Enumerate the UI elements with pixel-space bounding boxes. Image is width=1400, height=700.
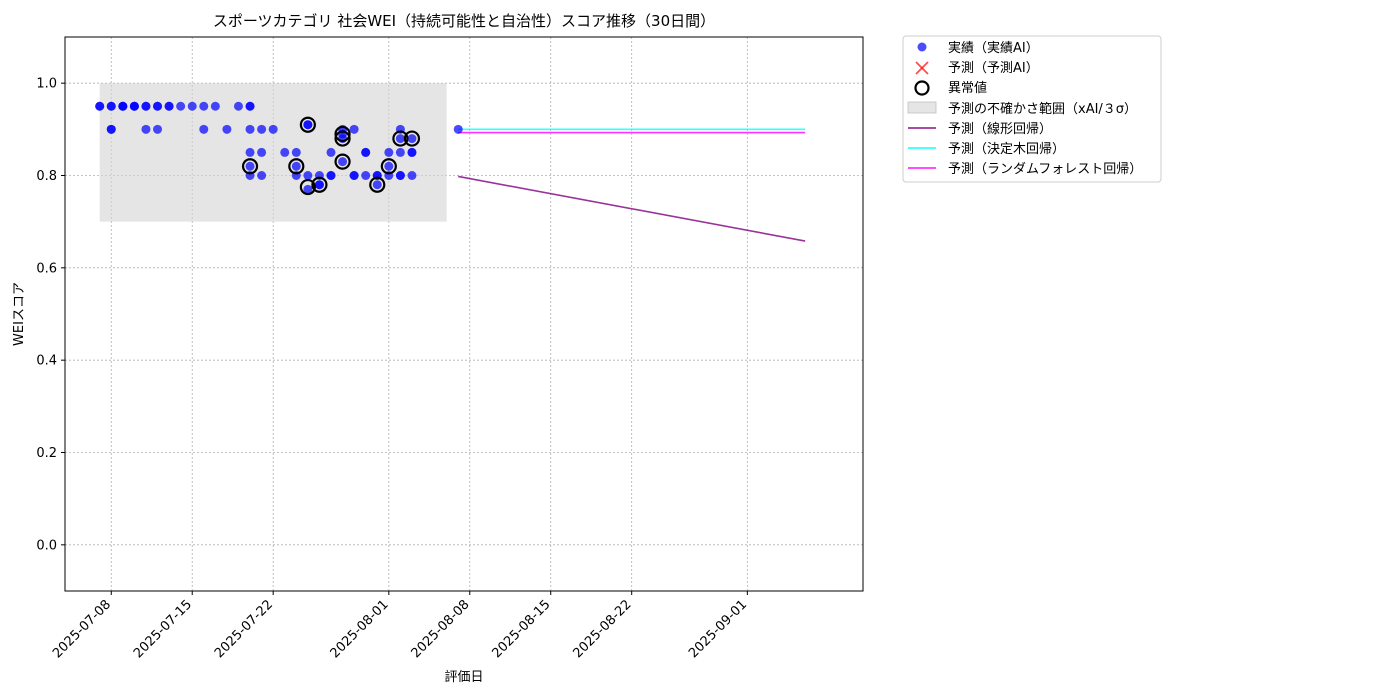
anomaly-marker	[299, 178, 316, 196]
actual-point	[95, 101, 105, 111]
actual-point	[233, 101, 243, 111]
legend-predicted-label: 予測（予測AI）	[948, 61, 1039, 76]
legend-frame	[902, 35, 1162, 183]
y-tick-label: 0.8	[36, 169, 57, 184]
uncertainty-band-layer	[99, 83, 447, 222]
actual-point	[361, 147, 371, 157]
anomaly-marker	[392, 130, 409, 147]
anomaly-marker	[369, 176, 386, 193]
actual-point	[222, 124, 232, 134]
x-tick-label: 2025-07-22	[212, 597, 276, 661]
legend-tree-label: 予測（決定木回帰）	[948, 141, 1065, 157]
y-tick-label: 0.0	[36, 538, 57, 553]
x-axis-label: 評価日	[444, 670, 483, 685]
actual-point	[314, 180, 324, 190]
y-tick-label: 1.0	[36, 77, 57, 92]
actual-point	[395, 171, 405, 180]
y-tick-label: 0.2	[36, 446, 57, 461]
anomaly-marker	[334, 125, 351, 143]
prediction-lines-layer	[458, 128, 806, 242]
actual-point	[245, 147, 255, 157]
actual-point	[257, 124, 267, 134]
legend-uncertainty-swatch	[907, 101, 937, 114]
actual-point	[199, 124, 209, 134]
actual-point	[395, 147, 405, 157]
legend: 実績（実績AI） 予測（予測AI） 異常値 予測の不確かさ範囲（xAI/３σ） …	[902, 35, 1162, 183]
actual-point	[257, 147, 267, 157]
y-tick-label: 0.6	[36, 261, 57, 276]
chart-title: スポーツカテゴリ 社会WEI（持続可能性と自治性）スコア推移（30日間）	[213, 12, 715, 30]
actual-point	[210, 101, 220, 111]
anomaly-marker	[380, 158, 397, 175]
legend-anomaly-marker	[914, 80, 930, 96]
actual-point	[303, 171, 313, 180]
y-axis-label: WEIスコア	[12, 282, 27, 346]
legend-actual-label: 実績（実績AI）	[948, 40, 1039, 56]
actual-point	[303, 184, 313, 194]
actual-point	[291, 161, 301, 171]
x-tick-label: 2025-08-22	[570, 597, 634, 661]
actual-point	[303, 120, 313, 130]
actual-point	[361, 171, 371, 180]
legend-uncertainty-label: 予測の不確かさ範囲（xAI/３σ）	[948, 101, 1137, 117]
actual-point	[106, 124, 116, 134]
actual-point	[153, 124, 163, 134]
actual-point	[106, 101, 116, 111]
actual-point	[395, 134, 405, 144]
legend-anomaly-label: 異常値	[948, 80, 987, 96]
actual-point	[245, 101, 255, 111]
x-tick-label: 2025-07-15	[131, 597, 195, 661]
actual-point	[372, 180, 382, 190]
actual-point	[384, 147, 394, 157]
actual-point	[268, 124, 278, 134]
actual-point	[245, 124, 255, 134]
x-tick-label: 2025-08-01	[328, 597, 392, 661]
actual-point	[141, 124, 151, 134]
actual-point	[384, 161, 394, 171]
x-tick-label: 2025-08-08	[409, 597, 473, 661]
actual-point	[176, 101, 186, 111]
actual-point	[349, 124, 359, 134]
uncertainty-band	[99, 83, 447, 222]
actual-point	[326, 171, 336, 180]
anomaly-marker	[403, 130, 421, 147]
anomaly-marker	[334, 153, 351, 170]
actual-point	[245, 161, 255, 171]
legend-actual-marker	[917, 42, 927, 52]
actual-point	[153, 101, 163, 111]
actual-point	[407, 147, 417, 157]
actual-point	[338, 157, 348, 167]
actual-point	[257, 171, 267, 180]
legend-linear-label: 予測（線形回帰）	[948, 121, 1052, 137]
anomaly-marker	[288, 158, 305, 175]
anomaly-markers-layer	[241, 116, 421, 196]
linear-regression-line	[458, 175, 806, 242]
actual-point	[164, 101, 174, 111]
anomaly-marker	[311, 176, 328, 193]
legend-forest-label: 予測（ランダムフォレスト回帰）	[948, 161, 1142, 177]
legend-predicted-marker	[915, 61, 929, 75]
actual-point	[280, 147, 290, 157]
anomaly-marker	[299, 116, 316, 133]
y-tick-label: 0.4	[36, 354, 57, 369]
x-tick-label: 2025-07-08	[50, 597, 114, 661]
anomaly-marker	[334, 130, 351, 147]
actual-point	[349, 171, 359, 180]
actual-point	[407, 171, 417, 180]
actual-point	[199, 101, 209, 111]
actual-point	[187, 101, 197, 111]
x-tick-label: 2025-08-15	[490, 597, 554, 661]
actual-point	[141, 101, 151, 111]
actual-point	[291, 147, 301, 157]
plot-frame	[64, 36, 864, 592]
actual-point	[129, 101, 139, 111]
x-tick-label: 2025-09-01	[686, 597, 750, 661]
anomaly-marker	[241, 158, 259, 175]
actual-point	[453, 124, 463, 134]
actual-point	[326, 147, 336, 157]
actual-point	[118, 101, 128, 111]
actual-point	[407, 134, 417, 144]
